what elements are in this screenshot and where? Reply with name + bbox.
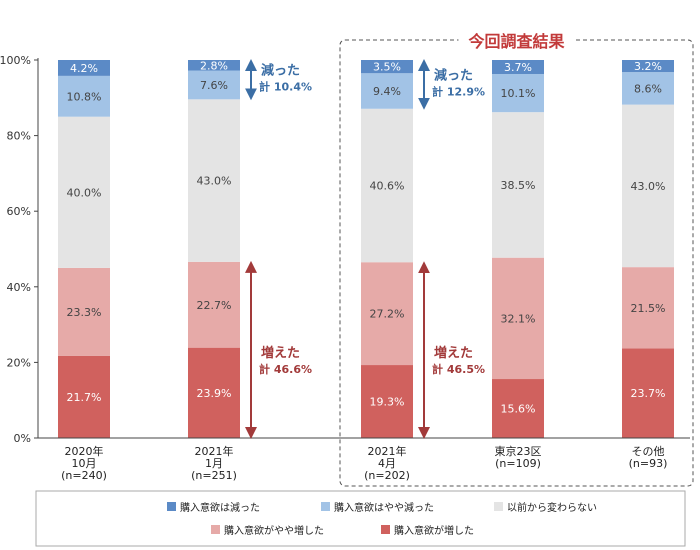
data-label: 3.2% — [634, 60, 662, 73]
annotation-title: 増えた — [261, 345, 300, 361]
x-tick-label: (n=109) — [495, 457, 541, 470]
bar-segment — [361, 108, 413, 263]
x-tick-label: 2021年 — [195, 444, 234, 458]
bar-segment — [188, 70, 240, 100]
bar-segment — [492, 257, 544, 380]
bar-segment — [188, 347, 240, 438]
legend-label: 購入意欲は減った — [180, 501, 260, 514]
y-tick-label: 80% — [7, 130, 31, 143]
highlight-label: 今回調査結果 — [467, 32, 564, 51]
x-tick-label: 4月 — [378, 457, 396, 470]
x-tick-label: (n=240) — [61, 469, 107, 482]
x-tick-label: (n=251) — [191, 469, 237, 482]
bar-segment — [492, 112, 544, 258]
bar-segment — [361, 262, 413, 366]
data-label: 3.7% — [504, 61, 532, 74]
data-label: 21.7% — [67, 391, 102, 404]
legend-label: 以前から変わらない — [507, 501, 597, 514]
legend-swatch — [494, 502, 503, 511]
bar-segment — [58, 355, 110, 438]
bar-segment — [492, 60, 544, 74]
annotation-title: 減った — [261, 63, 300, 79]
legend — [35, 490, 686, 547]
bar-segment — [58, 116, 110, 268]
data-label: 38.5% — [501, 179, 536, 192]
bar-segment — [361, 60, 413, 74]
data-label: 3.5% — [373, 61, 401, 74]
x-tick-label: 東京23区 — [495, 444, 542, 458]
y-tick-label: 100% — [0, 54, 31, 67]
data-label: 4.2% — [70, 62, 98, 75]
bar-segment — [622, 104, 674, 268]
bar-segment — [622, 72, 674, 105]
data-label: 19.3% — [370, 396, 405, 409]
bar-segment — [361, 73, 413, 109]
x-tick-label: (n=93) — [629, 457, 668, 470]
annotation-total: 計 12.9% — [432, 84, 485, 98]
legend-swatch — [381, 525, 390, 534]
annotation-title: 増えた — [434, 345, 473, 361]
annotation-title: 減った — [434, 67, 473, 83]
data-label: 10.8% — [67, 90, 102, 103]
legend-label: 購入意欲はやや減った — [334, 501, 434, 514]
legend-swatch — [211, 525, 220, 534]
data-label: 22.7% — [197, 299, 232, 312]
bar-segment — [58, 60, 110, 76]
data-label: 23.7% — [631, 387, 666, 400]
bar-segment — [361, 365, 413, 438]
data-label: 23.9% — [197, 387, 232, 400]
x-tick-label: その他 — [632, 445, 665, 458]
annotation-total: 計 46.6% — [259, 362, 312, 376]
legend-label: 購入意欲がやや増した — [224, 524, 324, 537]
y-tick-label: 60% — [7, 205, 31, 218]
x-tick-label: 1月 — [205, 457, 223, 470]
highlight-label-backdrop — [458, 30, 575, 52]
data-label: 43.0% — [197, 175, 232, 188]
data-label: 9.4% — [373, 85, 401, 98]
y-tick-label: 20% — [7, 356, 31, 369]
x-tick-label: 2020年 — [65, 444, 104, 458]
y-tick-label: 0% — [14, 432, 31, 445]
bar-segment — [58, 267, 110, 356]
data-label: 7.6% — [200, 79, 228, 92]
data-label: 15.6% — [501, 403, 536, 416]
bar-segment — [622, 348, 674, 438]
data-label: 40.6% — [370, 179, 405, 192]
bar-segment — [188, 99, 240, 262]
annotation-total: 計 46.5% — [432, 362, 485, 376]
x-tick-label: 2021年 — [368, 444, 407, 458]
bar-segment — [188, 60, 240, 71]
data-label: 21.5% — [631, 302, 666, 315]
data-label: 23.3% — [67, 306, 102, 319]
bar-segment — [622, 60, 674, 73]
data-label: 2.8% — [200, 59, 228, 72]
data-label: 27.2% — [370, 308, 405, 321]
bar-segment — [58, 75, 110, 117]
x-tick-label: (n=202) — [364, 469, 410, 482]
data-label: 32.1% — [501, 312, 536, 325]
legend-swatch — [167, 502, 176, 511]
data-label: 10.1% — [501, 87, 536, 100]
data-label: 8.6% — [634, 82, 662, 95]
bar-segment — [492, 379, 544, 438]
data-label: 43.0% — [631, 180, 666, 193]
data-label: 40.0% — [67, 186, 102, 199]
x-tick-label: 10月 — [72, 457, 97, 470]
bar-segment — [622, 267, 674, 349]
legend-label: 購入意欲が増した — [394, 524, 474, 537]
bar-segment — [188, 261, 240, 348]
annotation-total: 計 10.4% — [259, 80, 312, 94]
bar-segment — [492, 73, 544, 113]
legend-swatch — [321, 502, 330, 511]
y-tick-label: 40% — [7, 281, 31, 294]
